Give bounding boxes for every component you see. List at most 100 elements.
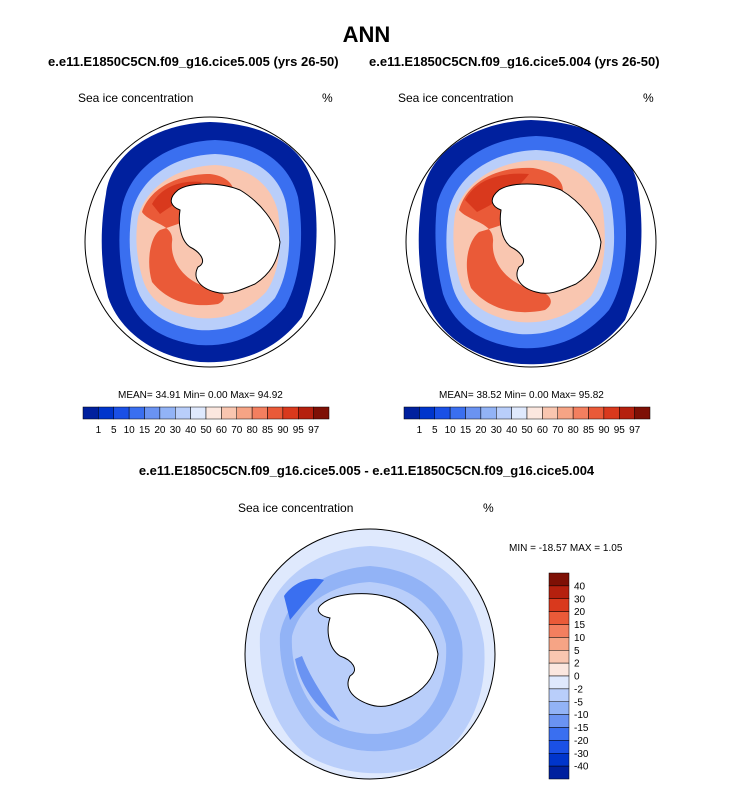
panel-2-colorbar-swatch [465, 406, 482, 420]
panel-2-colorbar-tick-label: 15 [460, 425, 472, 436]
panel-2-colorbar-swatch [557, 406, 574, 420]
panel-1-colorbar-swatch [313, 406, 330, 420]
diff-strong-band [284, 578, 324, 620]
difference-stats: MIN = -18.57 MAX = 1.05 [509, 543, 623, 554]
panel-1-colorbar-tick-label: 5 [111, 425, 117, 436]
difference-field-label: Sea ice concentration [238, 501, 354, 515]
difference-colorbar-swatch [548, 611, 570, 625]
panel-1-colorbar-tick-label: 30 [170, 425, 182, 436]
panel-2-colorbar-tick-label: 5 [432, 425, 438, 436]
panel-2-polar-map [405, 116, 657, 368]
difference-colorbar-tick-label: 40 [574, 581, 586, 592]
difference-colorbar-swatch [548, 740, 570, 754]
panel-1-colorbar-swatch [190, 406, 207, 420]
difference-colorbar-swatch [548, 714, 570, 728]
panel-2-colorbar-tick-label: 90 [598, 425, 610, 436]
panel-1-colorbar-tick-label: 20 [154, 425, 166, 436]
panel-1-colorbar-tick-label: 15 [139, 425, 151, 436]
panel-2-field-label: Sea ice concentration [398, 91, 514, 105]
panel-1-colorbar-swatch [282, 406, 299, 420]
panel-1-field-label: Sea ice concentration [78, 91, 194, 105]
panel-1-case-title: e.e11.E1850C5CN.f09_g16.cice5.005 (yrs 2… [48, 54, 339, 69]
panel-2-colorbar-swatch [619, 406, 635, 420]
panel-2-colorbar-swatch [634, 406, 651, 420]
difference-colorbar-tick-label: 30 [574, 594, 586, 605]
difference-colorbar-swatch [548, 650, 570, 664]
panel-1-colorbar: 1 5 10 15 20 30 40 50 60 70 80 85 90 95 97 [82, 406, 330, 436]
difference-polar-map [244, 528, 496, 780]
panel-2-colorbar-tick-label: 20 [475, 425, 487, 436]
panel-1-colorbar-tick-label: 85 [262, 425, 274, 436]
panel-2-colorbar: 1 5 10 15 20 30 40 50 60 70 80 85 90 95 97 [403, 406, 651, 436]
panel-2-stats: MEAN= 38.52 Min= 0.00 Max= 95.82 [439, 390, 604, 401]
panel-2-colorbar-tick-label: 85 [583, 425, 595, 436]
difference-colorbar-tick-label: -5 [574, 697, 583, 708]
panel-2-colorbar-tick-label: 10 [445, 425, 457, 436]
panel-2-colorbar-tick-label: 80 [568, 425, 580, 436]
difference-colorbar-swatch [548, 727, 570, 741]
panel-1-polar-map [84, 116, 336, 368]
difference-colorbar-swatch [548, 572, 570, 587]
panel-2-colorbar-swatch [572, 406, 589, 420]
difference-units: % [483, 501, 494, 515]
difference-colorbar-swatch [548, 688, 570, 702]
difference-colorbar-swatch [548, 662, 570, 677]
panel-2-colorbar-tick-label: 40 [506, 425, 518, 436]
panel-1-colorbar-swatch [251, 406, 268, 420]
panel-1-colorbar-swatch [236, 406, 253, 420]
difference-title: e.e11.E1850C5CN.f09_g16.cice5.005 - e.e1… [138, 463, 595, 478]
difference-colorbar-swatch [548, 765, 570, 780]
difference-colorbar-tick-label: -30 [574, 749, 589, 760]
panel-1-colorbar-swatch [113, 406, 130, 420]
difference-colorbar-tick-label: 5 [574, 646, 580, 657]
difference-colorbar-tick-label: 10 [574, 633, 586, 644]
panel-1-colorbar-swatch [221, 406, 237, 420]
panel-1-colorbar-tick-label: 80 [247, 425, 259, 436]
panel-2-colorbar-swatch [403, 406, 420, 420]
panel-1-colorbar-swatch [82, 406, 99, 420]
panel-1-colorbar-swatch [159, 406, 176, 420]
panel-2-colorbar-tick-label: 95 [614, 425, 626, 436]
panel-2-colorbar-swatch [434, 406, 451, 420]
panel-1-colorbar-tick-label: 70 [231, 425, 243, 436]
panel-1-colorbar-swatch [267, 406, 284, 420]
panel-2-colorbar-tick-label: 30 [491, 425, 503, 436]
difference-colorbar-swatch [548, 675, 570, 690]
panel-2-colorbar-tick-label: 70 [552, 425, 564, 436]
figure-title: ANN [342, 22, 391, 47]
panel-2-colorbar-swatch [449, 406, 466, 420]
antarctica-landmass [317, 593, 439, 707]
difference-colorbar-tick-label: -2 [574, 684, 583, 695]
difference-colorbar-tick-label: 15 [574, 620, 586, 631]
panel-2-colorbar-swatch [496, 406, 512, 420]
difference-colorbar-tick-label: 20 [574, 607, 586, 618]
antarctica-landmass [491, 183, 602, 294]
panel-2-colorbar-swatch [511, 406, 528, 420]
panel-1-units: % [322, 91, 333, 105]
difference-colorbar-tick-label: 0 [574, 672, 580, 683]
panel-2-colorbar-swatch [419, 406, 435, 420]
difference-colorbar-tick-label: -40 [574, 762, 589, 773]
panel-1-colorbar-swatch [144, 406, 161, 420]
panel-2-colorbar-swatch [526, 406, 543, 420]
antarctica-landmass [170, 183, 281, 294]
panel-1-colorbar-tick-label: 40 [185, 425, 197, 436]
difference-colorbar-tick-label: -20 [574, 736, 589, 747]
panel-1-colorbar-tick-label: 60 [216, 425, 228, 436]
difference-colorbar-swatch [548, 701, 570, 715]
panel-2-colorbar-swatch [603, 406, 620, 420]
panel-2-colorbar-swatch [542, 406, 558, 420]
difference-colorbar-tick-label: -15 [574, 723, 589, 734]
panel-1-colorbar-tick-label: 95 [293, 425, 305, 436]
panel-2-colorbar-swatch [480, 406, 497, 420]
difference-colorbar-swatch [548, 753, 570, 767]
difference-colorbar-tick-label: 2 [574, 659, 580, 670]
panel-2-colorbar-tick-label: 60 [537, 425, 549, 436]
panel-2-units: % [643, 91, 654, 105]
panel-1-stats: MEAN= 34.91 Min= 0.00 Max= 94.92 [118, 390, 283, 401]
difference-colorbar-swatch [548, 585, 570, 599]
panel-1-colorbar-swatch [98, 406, 114, 420]
panel-1-colorbar-swatch [205, 406, 222, 420]
panel-2-colorbar-swatch [588, 406, 605, 420]
panel-1-colorbar-tick-label: 1 [96, 425, 102, 436]
